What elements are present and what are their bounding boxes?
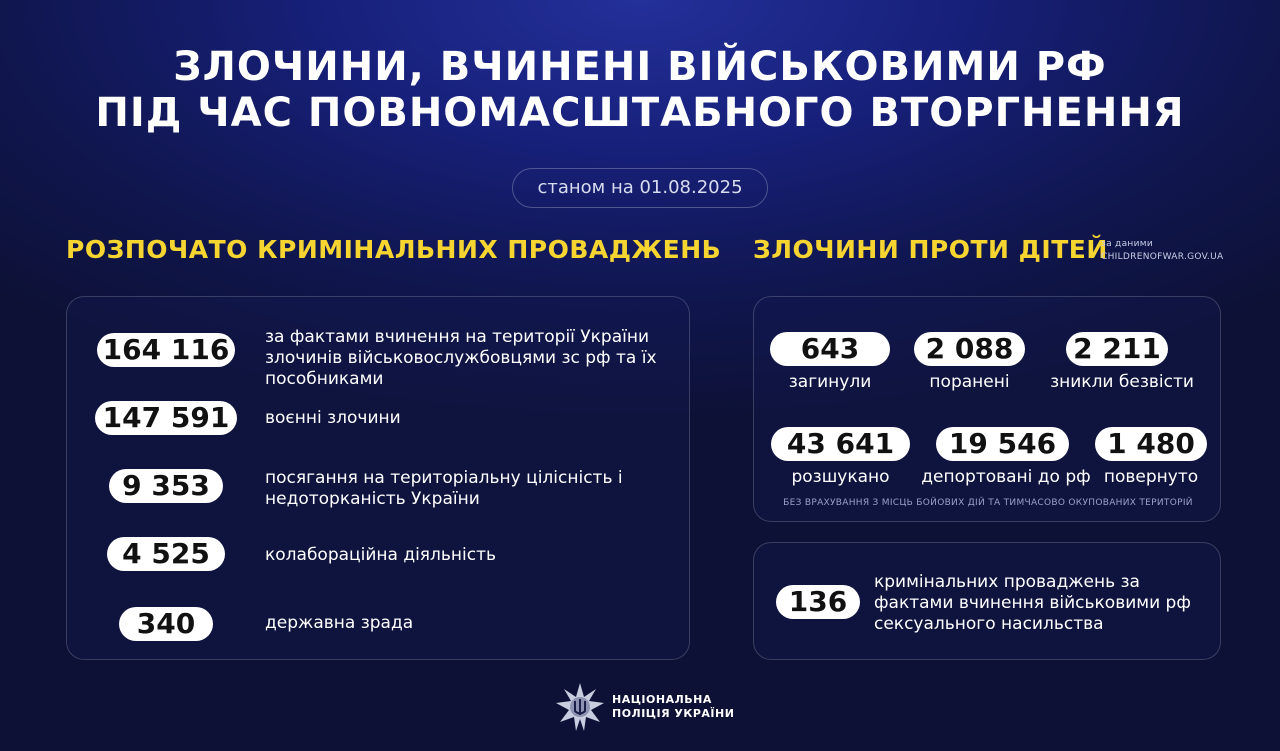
stat-value: 19 546 [936, 427, 1069, 461]
stat-value: 1 480 [1095, 427, 1207, 461]
stat-label: депортовані до рф [921, 467, 1091, 487]
stat-value: 43 641 [771, 427, 910, 461]
stat-text: колабораційна діяльність [265, 545, 497, 565]
stat-value: 643 [770, 332, 890, 366]
stat-text: за фактами вчинення на території України… [265, 327, 657, 389]
sexual-violence-panel: 136 кримінальних проваджень за фактами в… [753, 542, 1221, 660]
stat-label: розшукано [791, 467, 890, 487]
stat-text: кримінальних проваджень за фактами вчине… [874, 572, 1191, 634]
data-source: за даними CHILDRENOFWAR.GOV.UA [1101, 239, 1224, 262]
stat-text: посягання на територіальну цілісність і … [265, 468, 623, 509]
left-heading: РОЗПОЧАТО КРИМІНАЛЬНИХ ПРОВАДЖЕНЬ [66, 235, 722, 264]
police-logo-text: НАЦІОНАЛЬНА ПОЛІЦІЯ УКРАЇНИ [612, 693, 735, 720]
stat-value: 340 [119, 607, 213, 641]
criminal-proceedings-panel: 164 116 за фактами вчинення на території… [66, 296, 690, 660]
stat-value: 2 211 [1066, 332, 1168, 366]
children-stats-panel: 643 загинули 2 088 поранені 2 211 зникли… [753, 296, 1221, 522]
page-title: ЗЛОЧИНИ, ВЧИНЕНІ ВІЙСЬКОВИМИ РФ ПІД ЧАС … [95, 44, 1185, 136]
police-star-trident-icon [555, 682, 605, 732]
stat-value: 2 088 [914, 332, 1025, 366]
stat-value: 164 116 [97, 333, 235, 367]
stat-value: 9 353 [109, 469, 223, 503]
stat-label: загинули [788, 372, 872, 392]
stat-text: державна зрада [265, 613, 414, 633]
stat-label: поранені [929, 372, 1010, 392]
stat-label: повернуто [1103, 467, 1199, 487]
stat-label: зникли безвісти [1050, 372, 1194, 392]
date-badge: станом на 01.08.2025 [512, 168, 768, 208]
right-heading: ЗЛОЧИНИ ПРОТИ ДІТЕЙ [753, 235, 1108, 264]
stat-value: 136 [776, 585, 860, 619]
stat-value: 147 591 [95, 401, 237, 435]
stat-value: 4 525 [107, 537, 225, 571]
footnote: БЕЗ ВРАХУВАННЯ З МІСЦЬ БОЙОВИХ ДІЙ ТА ТИ… [783, 498, 1193, 508]
stat-text: воєнні злочини [265, 408, 401, 428]
